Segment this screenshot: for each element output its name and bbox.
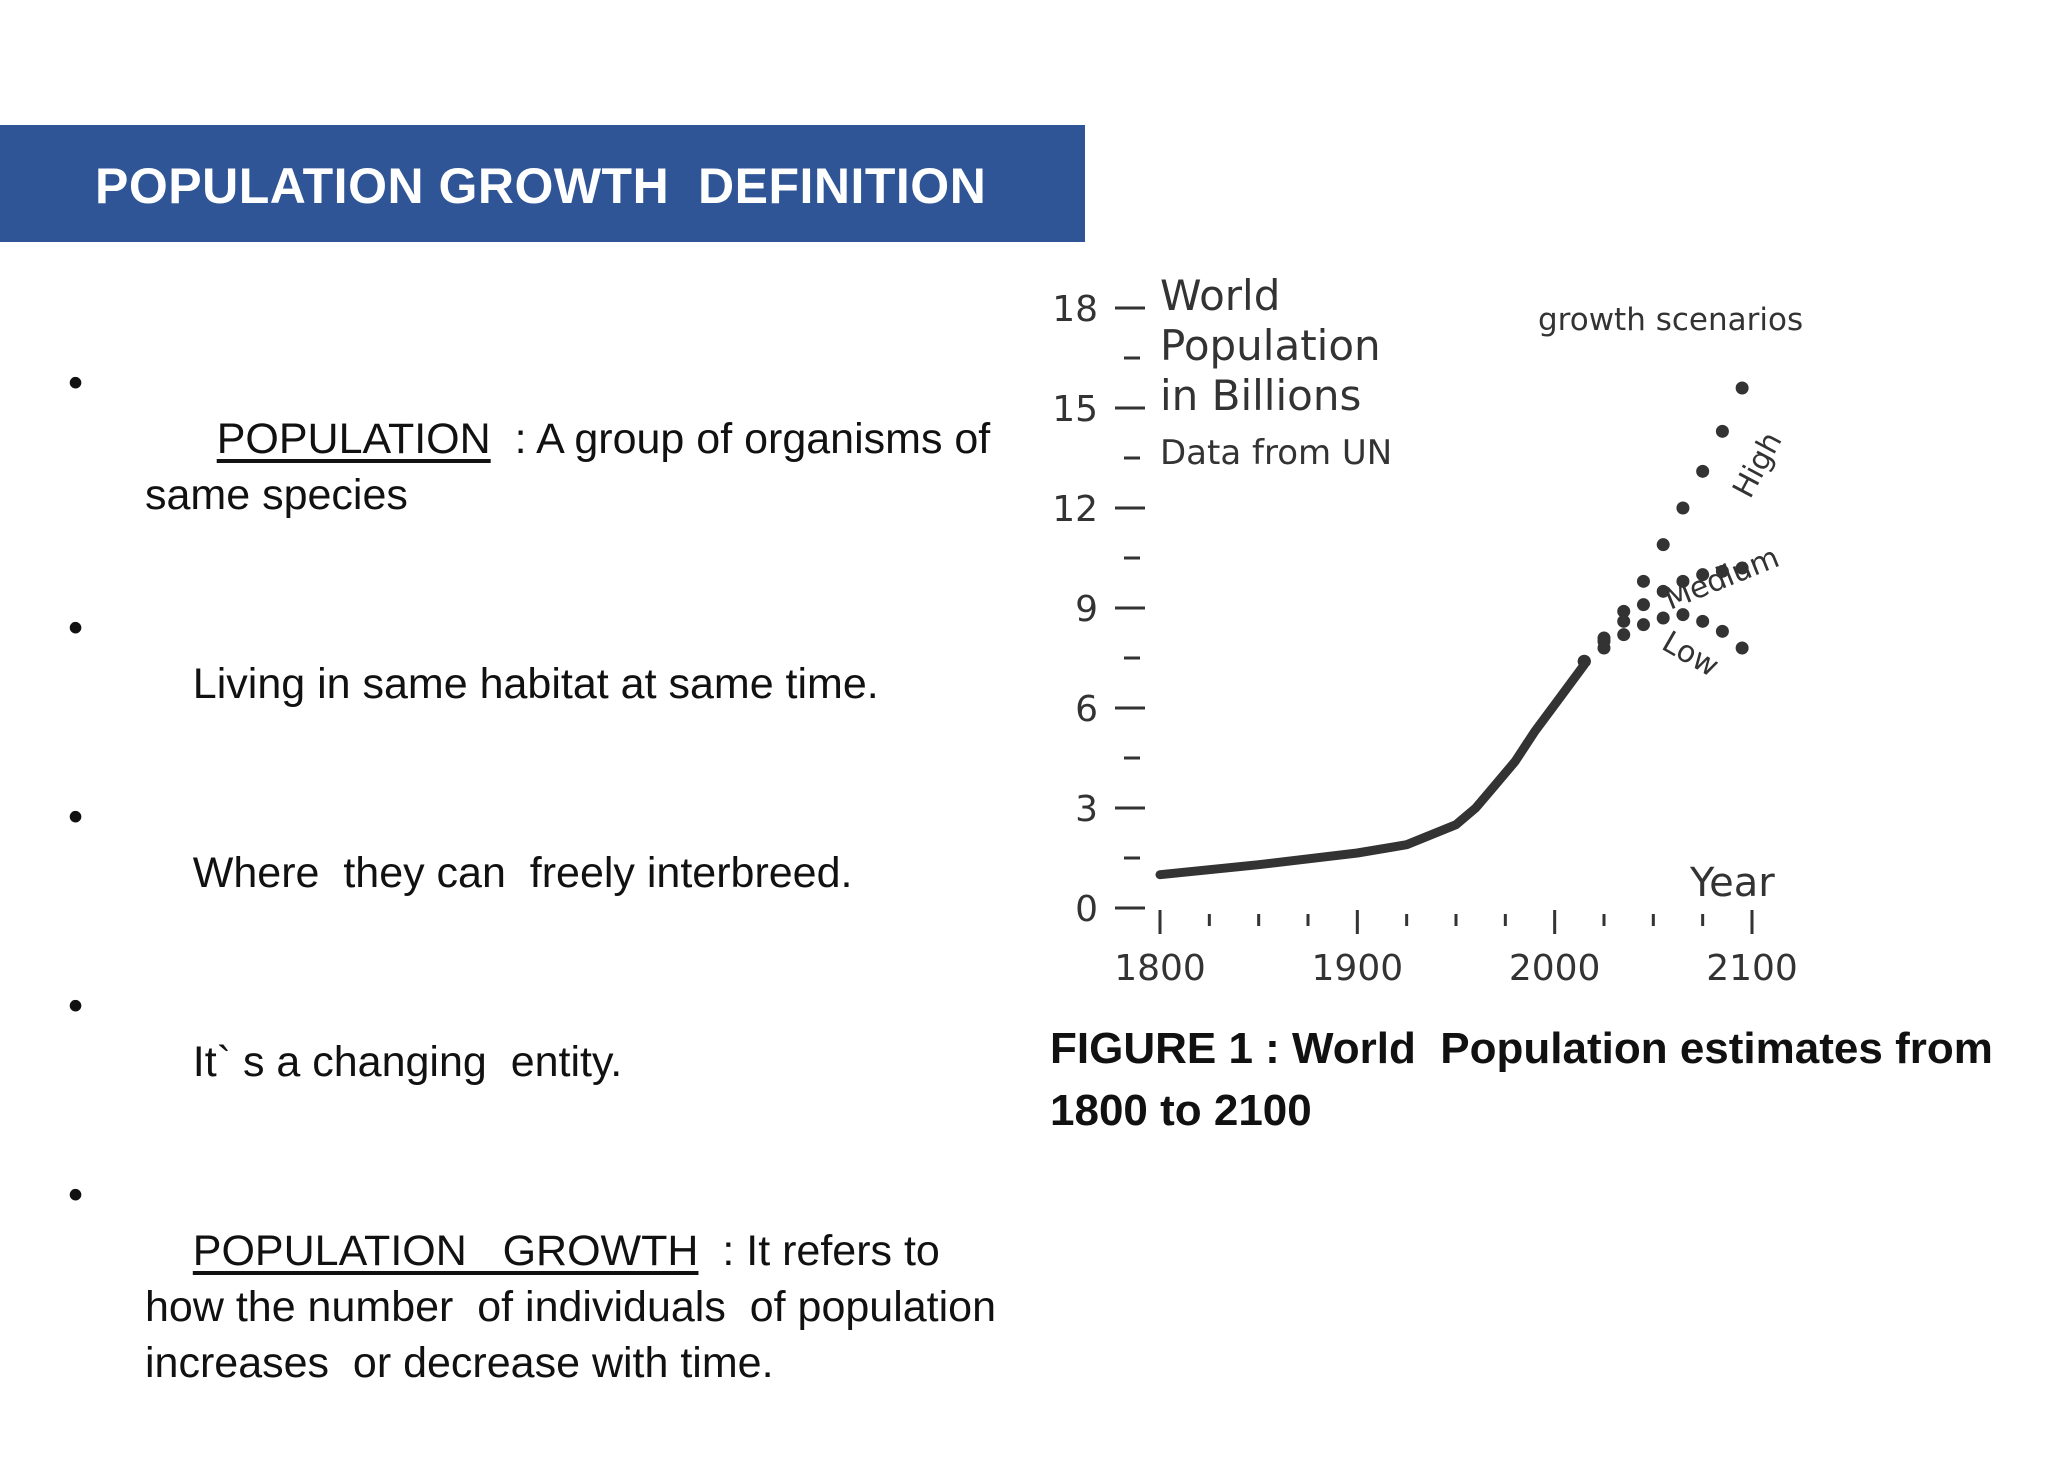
bullet-dot: • — [68, 359, 84, 407]
scenario-label-low: Low — [1656, 625, 1725, 685]
scenario-point — [1696, 568, 1710, 582]
scenario-point — [1656, 611, 1670, 625]
bullet-changing-entity: • It` s a changing entity. — [60, 978, 1000, 1146]
scenario-point — [1617, 628, 1631, 642]
scenario-label-medium: Medium — [1660, 540, 1784, 617]
scenario-point — [1617, 614, 1631, 628]
scenario-point — [1577, 654, 1591, 668]
scenario-point — [1597, 641, 1611, 655]
y-tick-label: 3 — [1075, 789, 1098, 830]
bullet-population: • POPULATION : A group of organisms of s… — [60, 355, 1000, 579]
scenario-point — [1676, 501, 1690, 515]
scenario-point — [1735, 561, 1749, 575]
bullet-text: It` s a changing entity. — [192, 1038, 623, 1086]
scenario-point — [1696, 464, 1710, 478]
scenario-point — [1656, 584, 1670, 598]
chart-title-line: World — [1160, 271, 1280, 320]
bullet-habitat: • Living in same habitat at same time. — [60, 600, 1000, 768]
x-axis-label: Year — [1689, 860, 1775, 906]
chart-series — [1155, 381, 1749, 880]
y-tick-label: 15 — [1052, 389, 1098, 430]
scenario-point — [1636, 618, 1650, 632]
y-tick-label: 12 — [1052, 489, 1098, 530]
scenario-point — [1735, 641, 1749, 655]
term-population-growth: POPULATION GROWTH — [192, 1227, 699, 1275]
bullet-dot: • — [68, 604, 84, 652]
scenario-label-high: High — [1726, 426, 1789, 503]
scenario-point — [1676, 608, 1690, 622]
chart-title-line: Population — [1160, 321, 1381, 370]
y-tick-label: 9 — [1075, 589, 1098, 630]
bullet-text: Where they can freely interbreed. — [192, 849, 853, 897]
definition-population: : A group of organisms of same species — [145, 415, 1003, 519]
scenario-point — [1656, 538, 1670, 552]
slide-title: POPULATION GROWTH DEFINITION — [95, 158, 987, 214]
scenario-low — [1577, 608, 1749, 668]
x-tick-label: 2000 — [1509, 948, 1601, 989]
x-tick-label: 2100 — [1706, 948, 1798, 989]
bullet-dot: • — [68, 982, 84, 1030]
scenario-point — [1715, 624, 1729, 638]
scenario-point — [1676, 574, 1690, 588]
population-chart: 0 3 6 9 12 15 18 1800 1900 2000 2100 WorldPopulati… — [1052, 271, 1803, 989]
scenario-point — [1636, 574, 1650, 588]
scenario-point — [1636, 598, 1650, 612]
chart-title-line: in Billions — [1160, 371, 1361, 420]
title-bar: POPULATION GROWTH DEFINITION — [0, 125, 1085, 242]
legend-title: growth scenarios — [1538, 302, 1803, 338]
y-tick-label: 0 — [1075, 889, 1098, 930]
scenario-point — [1715, 424, 1729, 438]
bullet-text: Living in same habitat at same time. — [192, 660, 879, 708]
bullet-dot: • — [68, 1171, 84, 1219]
term-population: POPULATION — [216, 415, 491, 463]
x-tick-label: 1800 — [1114, 948, 1206, 989]
figure-caption: FIGURE 1 : World Population estimates fr… — [1050, 1024, 2006, 1135]
bullet-interbreed: • Where they can freely interbreed. — [60, 789, 1000, 957]
scenario-point — [1617, 604, 1631, 618]
y-tick-label: 6 — [1075, 689, 1098, 730]
bullet-population-growth: • POPULATION GROWTH : It refers to how th… — [60, 1167, 1000, 1447]
scenario-point — [1735, 381, 1749, 395]
scenario-point — [1715, 564, 1729, 578]
chart-title-line: Data from UN — [1160, 433, 1392, 473]
y-tick-label: 18 — [1052, 289, 1098, 330]
x-tick-label: 1900 — [1312, 948, 1404, 989]
chart-axes: 0 3 6 9 12 15 18 1800 1900 2000 2100 — [1052, 289, 1798, 989]
historic-population-line — [1155, 660, 1589, 880]
bullet-dot: • — [68, 793, 84, 841]
scenario-point — [1696, 614, 1710, 628]
bullet-list: • POPULATION : A group of organisms of s… — [60, 355, 1000, 1468]
